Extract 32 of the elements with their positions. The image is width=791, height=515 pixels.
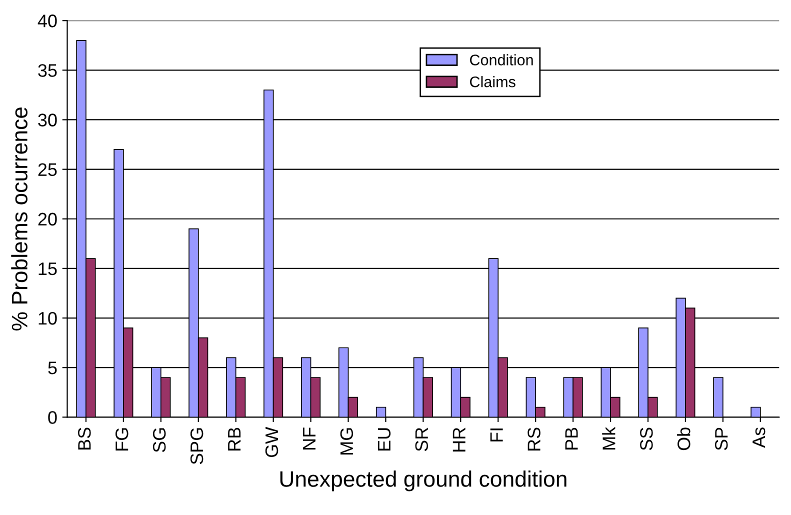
x-tick-label: SG (152, 428, 166, 452)
x-tick-label: Mk (602, 426, 616, 450)
x-tick-label: RS (528, 428, 540, 450)
y-tick-label: 5 (48, 362, 57, 374)
y-tick-label: 25 (38, 163, 57, 176)
y-tick-label: 30 (38, 114, 57, 126)
x-tick-label: MG (340, 428, 354, 454)
y-tick-label: 0 (48, 411, 57, 424)
x-tick-label: NF (303, 428, 316, 450)
x-tick-label: FG (116, 428, 128, 450)
x-tick-label: HR (452, 428, 466, 452)
x-tick-label: GW (265, 426, 278, 458)
x-tick-label: RB (228, 428, 241, 450)
x-tick-label: SP (714, 428, 728, 450)
x-tick-label: PB (565, 428, 578, 450)
x-tick-label: As (752, 428, 766, 448)
y-tick-label: 20 (38, 212, 57, 226)
legend-label: Condition (470, 54, 533, 66)
x-tick-label: SPG (190, 428, 204, 464)
x-tick-label: SR (415, 428, 428, 452)
y-tick-label: 10 (38, 312, 57, 325)
y-tick-label: 40 (38, 14, 57, 28)
x-tick-label: SS (640, 428, 653, 450)
x-tick-label: Ob (677, 428, 690, 450)
legend-label: Claims (470, 76, 516, 88)
x-tick-label: FI (490, 428, 503, 442)
y-tick-label: 15 (38, 262, 57, 276)
y-tick-label: 35 (38, 64, 57, 77)
x-tick-label: BS (78, 428, 91, 450)
x-axis-title: Unexpected ground condition (280, 470, 566, 492)
y-axis-title: % Problems ocurrence (11, 107, 28, 330)
x-tick-label: EU (378, 428, 391, 450)
